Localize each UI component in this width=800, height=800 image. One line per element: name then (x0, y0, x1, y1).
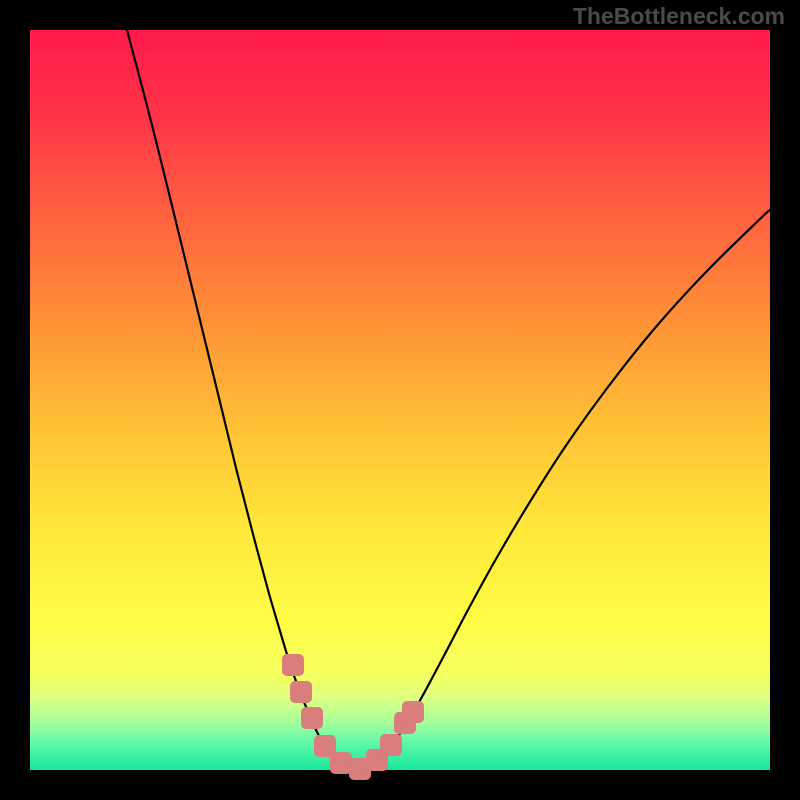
marker (402, 701, 424, 723)
marker (301, 707, 323, 729)
marker (282, 654, 304, 676)
marker (290, 681, 312, 703)
chart-svg (30, 30, 770, 770)
chart-background (30, 30, 770, 770)
watermark-text: TheBottleneck.com (573, 3, 785, 30)
chart-plot-area (30, 30, 770, 770)
marker (330, 752, 352, 774)
marker (380, 734, 402, 756)
chart-frame: TheBottleneck.com (0, 0, 800, 800)
